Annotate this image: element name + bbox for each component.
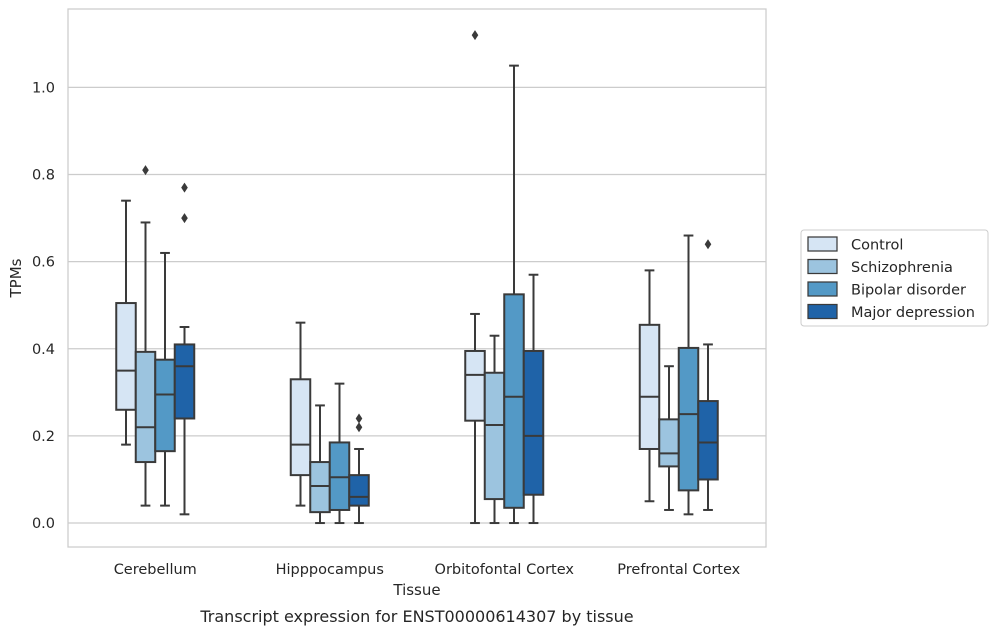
outlier-point [704, 239, 712, 250]
box-body [638, 323, 661, 450]
box-1-0 [289, 321, 312, 507]
box-3-3 [697, 239, 719, 511]
y-tick-label: 0.4 [32, 342, 55, 358]
outlier-point [471, 30, 479, 41]
box-body [658, 418, 680, 468]
box-0-3 [173, 182, 196, 516]
plot-frame [67, 8, 767, 548]
box-2-3 [522, 273, 545, 525]
x-axis-label: Tissue [392, 581, 440, 599]
box-2-0 [464, 30, 486, 525]
y-tick-label: 0.8 [32, 168, 55, 184]
legend-label: Control [851, 238, 903, 254]
chart-title: Transcript expression for ENST0000061430… [199, 607, 633, 626]
box-body [503, 293, 525, 509]
legend-swatch [807, 303, 838, 320]
outlier-point [181, 182, 188, 193]
box-body [483, 371, 506, 501]
legend-swatch [807, 236, 838, 252]
legend-label: Schizophrenia [851, 260, 953, 276]
outlier-point [181, 213, 188, 224]
legend-frame [800, 229, 989, 327]
box-1-3 [348, 413, 370, 525]
box-2-2 [503, 64, 525, 525]
legend-label: Bipolar disorder [851, 283, 966, 299]
legend-swatch [807, 281, 838, 297]
y-tick-label: 0.6 [32, 255, 55, 271]
box-body [328, 441, 351, 511]
x-tick-label: Orbitofontal Cortex [435, 562, 575, 578]
box-body [677, 346, 700, 492]
y-axis-label: TPMs [7, 258, 25, 298]
box-3-0 [638, 269, 661, 503]
box-body [289, 378, 312, 477]
legend: Control Schizophrenia Bipolar disorder Majo… [800, 229, 989, 327]
box-body [309, 461, 331, 514]
y-tick-label: 0.0 [32, 516, 55, 532]
box-1-1 [309, 404, 331, 525]
x-tick-label: Cerebellum [114, 562, 197, 578]
box-body [464, 349, 486, 422]
x-tick-label: Hipppocampus [276, 562, 384, 578]
box-body [348, 474, 370, 507]
box-0-2 [154, 251, 176, 507]
box-body [115, 302, 137, 411]
box-0-1 [134, 165, 157, 507]
outlier-point [355, 413, 363, 424]
outlier-point [142, 165, 149, 176]
x-tick-labels: Cerebellum Hipppocampus Orbitofontal Corte… [114, 562, 741, 578]
y-tick-label: 0.2 [32, 429, 55, 445]
y-tick-label: 1.0 [32, 80, 55, 96]
box-body [173, 343, 196, 420]
box-body [134, 350, 157, 464]
x-tick-label: Prefrontal Cortex [617, 562, 740, 578]
legend-label: Major depression [851, 305, 975, 321]
outlier-point [355, 422, 363, 433]
box-body [697, 400, 719, 481]
box-body [522, 349, 545, 496]
box-body [154, 358, 176, 453]
legend-swatch [807, 258, 838, 275]
y-tick-labels: 0.0 0.2 0.4 0.6 0.8 1.0 [32, 80, 55, 532]
box-2-1 [483, 334, 506, 525]
boxes [115, 30, 719, 525]
box-0-0 [115, 199, 137, 446]
